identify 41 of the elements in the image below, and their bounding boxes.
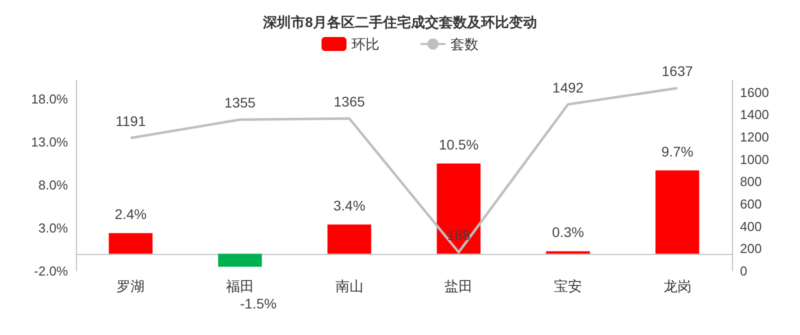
- y-tick-label: 8.0%: [38, 177, 68, 192]
- y-tick-label: 13.0%: [31, 134, 68, 150]
- bar: [218, 254, 262, 267]
- x-tick-label: 罗湖: [116, 278, 145, 294]
- data-label: 2.4%: [114, 206, 147, 222]
- x-tick-label: 福田: [226, 278, 254, 294]
- x-tick-label: 龙岗: [663, 278, 692, 294]
- data-label: 0.3%: [552, 224, 584, 240]
- y2-tick-label: 1200: [740, 129, 769, 144]
- y-tick-label: 3.0%: [38, 220, 68, 236]
- data-label: 1637: [662, 63, 694, 80]
- y2-tick-label: 200: [740, 241, 762, 256]
- y2-tick-label: 1000: [740, 152, 769, 167]
- bar: [546, 251, 590, 254]
- data-label: -1.5%: [240, 296, 277, 312]
- data-label: 1365: [334, 94, 366, 110]
- legend-label: 环比: [352, 36, 380, 52]
- y-tick-label: -2.0%: [34, 264, 68, 278]
- y2-tick-label: 400: [740, 218, 762, 234]
- y2-tick-label: 800: [740, 174, 762, 190]
- bar: [436, 163, 481, 254]
- x-tick-label: 南山: [335, 278, 364, 294]
- x-tick-label: 盐田: [444, 278, 473, 294]
- data-label: 168: [446, 227, 471, 244]
- y2-tick-label: 1600: [740, 84, 769, 100]
- y2-tick-label: 0: [740, 264, 748, 278]
- y-tick-label: 18.0%: [31, 91, 68, 106]
- data-label: 1355: [224, 94, 256, 111]
- bar: [655, 170, 700, 254]
- data-label: 9.7%: [661, 143, 694, 160]
- data-label: 1492: [552, 79, 584, 96]
- data-label: 1191: [116, 112, 146, 129]
- data-label: 10.5%: [438, 136, 479, 152]
- chart-title: 深圳市8月各区二手住宅成交套数及环比变动: [262, 14, 537, 30]
- bar: [108, 233, 153, 254]
- legend-label: 套数: [450, 36, 478, 52]
- data-label: 3.4%: [333, 198, 366, 214]
- bar: [327, 224, 372, 254]
- y2-tick-label: 600: [740, 196, 762, 212]
- x-tick-label: 宝安: [554, 278, 582, 294]
- y2-tick-label: 1400: [740, 107, 769, 122]
